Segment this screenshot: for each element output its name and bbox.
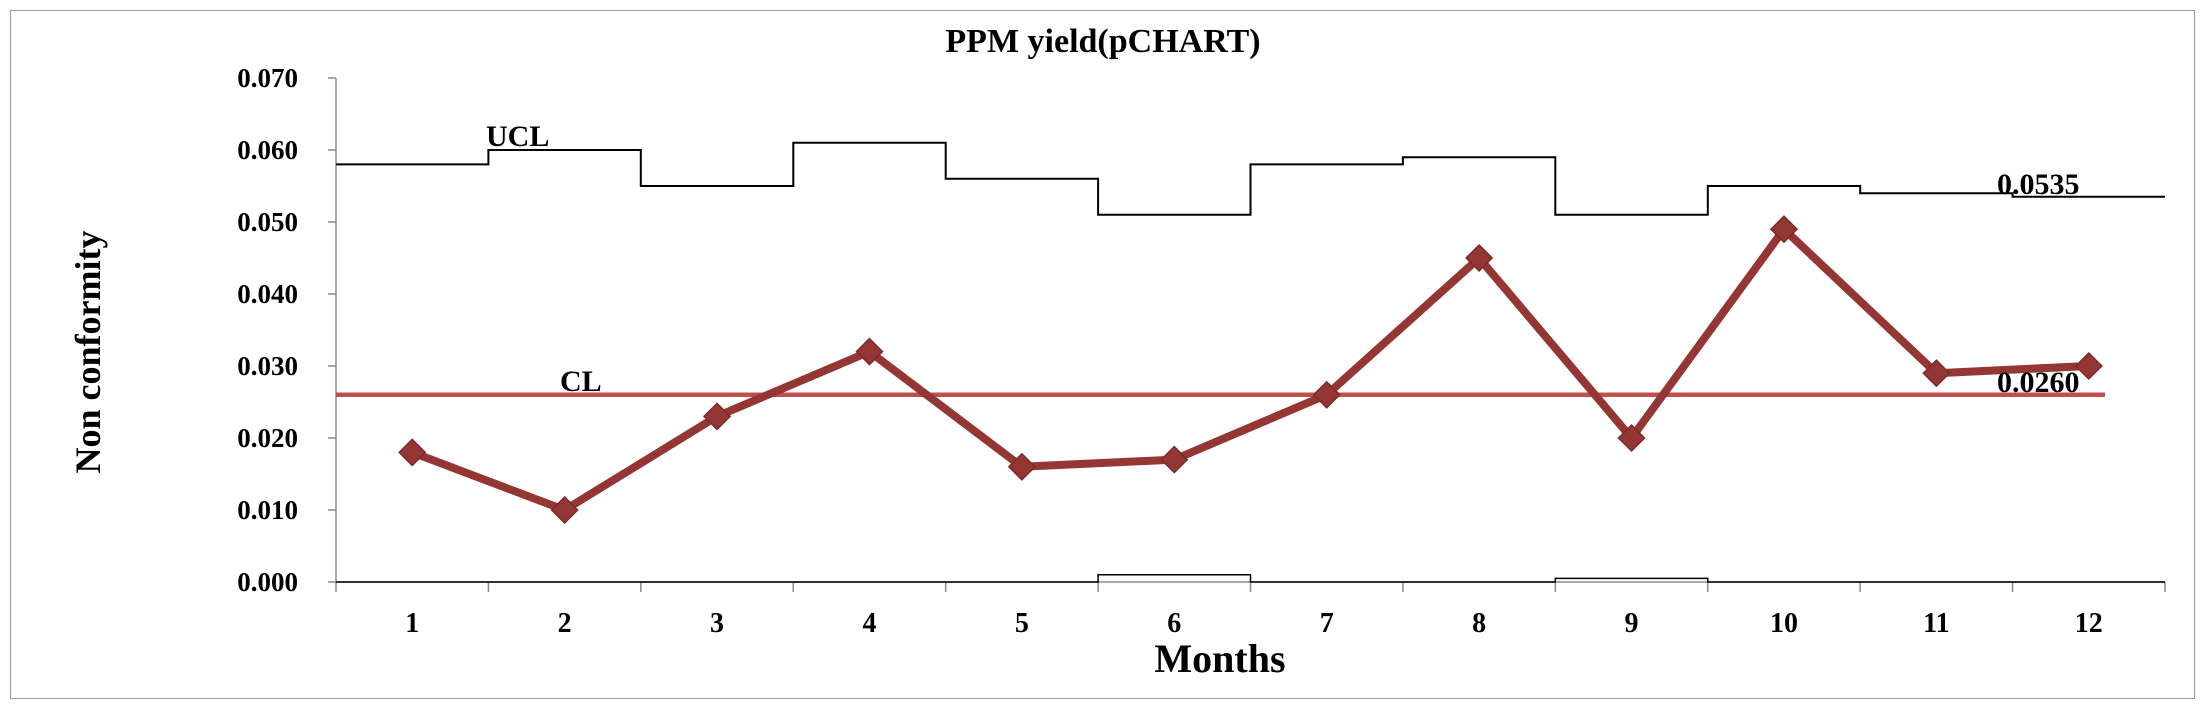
data-point bbox=[855, 337, 884, 366]
y-tick-label: 0.050 bbox=[237, 207, 298, 237]
y-tick-label: 0.010 bbox=[237, 495, 298, 525]
data-point bbox=[2074, 351, 2103, 381]
x-tick-label: 2 bbox=[558, 608, 572, 639]
y-tick-label: 0.030 bbox=[237, 351, 298, 381]
chart-frame bbox=[10, 10, 2195, 699]
x-tick-label: 9 bbox=[1625, 608, 1639, 639]
cl-label: CL bbox=[560, 365, 602, 398]
x-tick-label: 10 bbox=[1770, 608, 1798, 639]
y-tick-label: 0.040 bbox=[237, 279, 298, 309]
y-axis-label: Non conformity bbox=[68, 231, 108, 474]
data-point bbox=[1465, 243, 1494, 273]
data-point bbox=[1007, 452, 1036, 481]
x-tick-label: 7 bbox=[1320, 608, 1334, 639]
data-point bbox=[1160, 445, 1189, 474]
y-tick-label: 0.020 bbox=[237, 423, 298, 453]
y-tick-label: 0.060 bbox=[237, 135, 298, 165]
data-point bbox=[550, 495, 579, 525]
ucl-line bbox=[336, 141, 2165, 216]
data-series bbox=[398, 215, 2103, 525]
y-tick-label: 0.000 bbox=[237, 567, 298, 597]
lcl-step-path bbox=[336, 574, 2165, 583]
x-tick-label: 5 bbox=[1015, 608, 1029, 639]
data-point bbox=[1312, 380, 1341, 409]
x-axis-label: Months bbox=[1154, 636, 1285, 681]
ucl-step-path bbox=[336, 141, 2165, 216]
x-tick-label: 3 bbox=[710, 608, 724, 639]
ucl-value-label: 0.0535 bbox=[1997, 168, 2080, 201]
data-point bbox=[398, 438, 427, 467]
data-point bbox=[1922, 359, 1951, 388]
x-tick-label: 1 bbox=[405, 608, 419, 639]
x-tick-label: 6 bbox=[1167, 608, 1181, 639]
x-tick-label: 11 bbox=[1923, 608, 1949, 639]
x-tick-label: 12 bbox=[2075, 608, 2103, 639]
data-point bbox=[1617, 423, 1646, 453]
cl-value-label: 0.0260 bbox=[1997, 366, 2080, 399]
data-point bbox=[1769, 215, 1799, 244]
data-point bbox=[702, 402, 732, 431]
y-tick-label: 0.070 bbox=[237, 63, 298, 93]
ucl-label: UCL bbox=[486, 120, 549, 153]
chart-title: PPM yield(pCHART) bbox=[945, 23, 1260, 60]
series-line bbox=[410, 225, 2089, 514]
x-tick-label: 8 bbox=[1472, 608, 1486, 639]
lcl-line bbox=[336, 574, 2165, 583]
x-tick-label: 4 bbox=[862, 608, 876, 639]
